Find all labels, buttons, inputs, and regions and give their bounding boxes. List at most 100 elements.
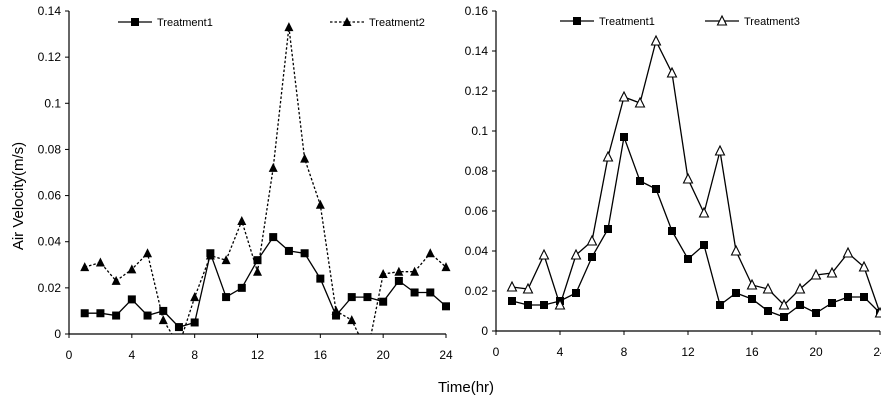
data-point [810, 268, 822, 280]
data-point [508, 297, 516, 305]
data-point [253, 256, 262, 265]
data-point [347, 315, 357, 325]
y-tick-label: 0.12 [465, 84, 489, 98]
data-point [650, 34, 662, 46]
data-point [506, 280, 518, 292]
x-tick-label: 8 [191, 348, 198, 362]
data-point [666, 66, 678, 78]
data-point [842, 246, 854, 258]
data-point [441, 262, 451, 272]
data-point [826, 266, 838, 278]
legend-label: Treatment2 [369, 17, 425, 29]
y-tick-label: 0.08 [465, 164, 489, 178]
y-tick-label: 0.1 [44, 96, 61, 110]
x-tick-label: 16 [314, 348, 328, 362]
chart-panel-2: 0 0.02 0.04 0.06 0.08 0.1 0.12 0.14 0.16 0 4 8 12 16 2… [465, 4, 881, 359]
x-axis-title: Time(hr) [438, 379, 494, 396]
data-point [730, 244, 742, 256]
data-point [158, 315, 168, 325]
data-point [794, 282, 806, 294]
data-point [222, 293, 231, 302]
data-point [860, 293, 868, 301]
data-point [714, 144, 726, 156]
y-tick-label: 0.06 [465, 204, 489, 218]
data-point [80, 309, 89, 318]
y-tick-label: 0.08 [38, 142, 62, 156]
x-tick-label: 0 [493, 345, 500, 359]
data-point [586, 234, 598, 246]
data-point [828, 299, 836, 307]
x-tick-label: 12 [251, 348, 265, 362]
y-tick-label: 0.14 [38, 4, 62, 18]
y-tick-label: 0.02 [38, 281, 62, 295]
data-point [858, 260, 870, 272]
data-point [796, 301, 804, 309]
data-point [748, 295, 756, 303]
legend-label: Treatment1 [157, 17, 213, 29]
legend-label: Treatment1 [599, 16, 655, 28]
data-point [316, 274, 325, 283]
data-point [159, 306, 168, 315]
data-point [604, 225, 612, 233]
data-point [363, 293, 372, 302]
x-tick-label: 0 [66, 348, 73, 362]
data-point [221, 255, 231, 265]
legend-marker [342, 17, 352, 26]
data-point [540, 301, 548, 309]
data-point [237, 283, 246, 292]
data-point [732, 289, 740, 297]
data-point [844, 293, 852, 301]
data-point [764, 307, 772, 315]
data-point [269, 233, 278, 242]
legend-marker [131, 18, 139, 26]
data-point [700, 241, 708, 249]
data-point [778, 298, 790, 310]
data-point [284, 22, 294, 32]
data-point [634, 96, 646, 108]
x-tick-label: 8 [621, 345, 628, 359]
legend-marker [573, 17, 581, 25]
data-point [618, 90, 630, 102]
x-tick-label: 24 [439, 348, 453, 362]
data-point [572, 289, 580, 297]
data-point [812, 309, 820, 317]
data-point [190, 318, 199, 327]
data-point [111, 275, 121, 285]
data-point [620, 133, 628, 141]
data-point [174, 323, 183, 332]
data-point [588, 253, 596, 261]
legend-marker [716, 14, 728, 26]
y-tick-label: 0.02 [465, 284, 489, 298]
series-line [84, 236, 447, 328]
data-point [127, 295, 136, 304]
data-point [668, 227, 676, 235]
y-tick-label: 0.1 [471, 124, 488, 138]
data-point [570, 248, 582, 260]
data-point [143, 311, 152, 320]
data-point [684, 255, 692, 263]
y-tick-label: 0 [54, 327, 61, 341]
series-line [511, 39, 881, 314]
x-tick-label: 12 [681, 345, 695, 359]
data-point [682, 172, 694, 184]
x-tick-label: 4 [557, 345, 564, 359]
data-point [746, 278, 758, 290]
chart-panel-1: 0 0.02 0.04 0.06 0.08 0.1 0.12 0.14 0 4 8 12 16 20 24 T… [38, 4, 453, 362]
data-point [652, 185, 660, 193]
data-point [410, 266, 420, 276]
data-point [331, 305, 341, 315]
data-point [300, 153, 310, 163]
data-point [394, 266, 404, 276]
x-tick-label: 20 [376, 348, 390, 362]
data-point [522, 282, 534, 294]
x-tick-label: 16 [745, 345, 759, 359]
data-point [698, 206, 710, 218]
y-tick-label: 0.06 [38, 189, 62, 203]
data-point [538, 248, 550, 260]
x-tick-label: 24 [873, 345, 881, 359]
y-axis-title: Air Velocity(m/s) [10, 142, 27, 250]
data-point [95, 257, 105, 267]
data-point [379, 297, 388, 306]
x-tick-label: 20 [809, 345, 823, 359]
